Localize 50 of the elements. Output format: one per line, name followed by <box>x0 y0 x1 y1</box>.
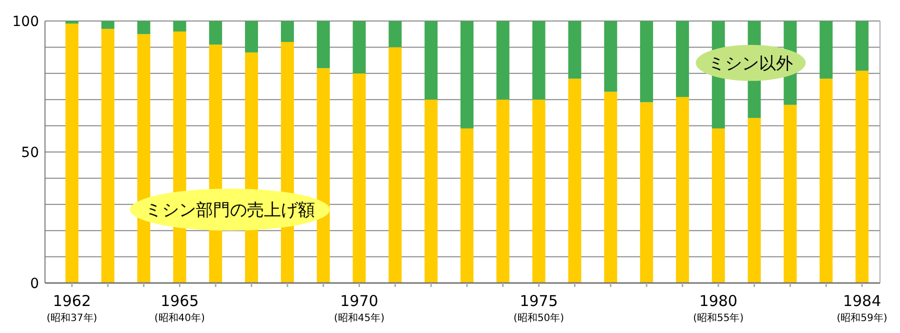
bar <box>712 128 725 283</box>
y-tick-label: 0 <box>30 276 39 292</box>
x-tick-label: 1965 (昭和40年) <box>154 292 206 324</box>
x-tick-label: 1962 (昭和37年) <box>46 292 98 324</box>
bar <box>101 28 114 283</box>
bar <box>820 21 833 79</box>
bar <box>280 21 294 42</box>
bar <box>532 100 546 283</box>
bar <box>137 34 150 283</box>
bar <box>65 21 78 24</box>
x-tick-label: 1970 (昭和45年) <box>334 292 385 324</box>
bar <box>460 21 474 128</box>
series-label: ミシン部門の売上げ額 <box>144 200 315 221</box>
x-tick-label: 1975 (昭和50年) <box>514 292 564 324</box>
bar <box>209 21 222 45</box>
bar <box>784 104 797 283</box>
bar <box>245 21 258 52</box>
bar <box>640 102 654 283</box>
x-tick-label: 1984 (昭和59年) <box>836 292 888 324</box>
bar <box>604 92 618 283</box>
bar <box>316 68 330 283</box>
bar <box>101 21 114 29</box>
series-label: ミシン以外 <box>708 54 794 74</box>
bar <box>676 96 689 283</box>
bar <box>604 21 618 92</box>
bar <box>568 21 582 79</box>
bar <box>496 21 510 100</box>
bar <box>856 70 869 283</box>
bar <box>424 21 438 100</box>
bar <box>388 21 402 48</box>
bar <box>173 21 186 32</box>
bar <box>676 21 689 97</box>
bar <box>640 21 654 102</box>
bar <box>137 21 150 34</box>
bar <box>496 100 510 283</box>
bar <box>568 78 582 283</box>
x-tick-label: 1980 (昭和55年) <box>693 292 744 324</box>
bar <box>352 21 366 74</box>
bar <box>424 100 438 283</box>
bar <box>748 118 761 283</box>
bar <box>856 21 869 71</box>
bar <box>820 78 833 283</box>
bar <box>316 21 330 68</box>
bar <box>532 21 546 100</box>
bar <box>65 24 78 283</box>
bar <box>460 128 474 283</box>
bar <box>388 47 402 283</box>
bar <box>352 73 366 283</box>
y-tick-label: 50 <box>21 145 39 161</box>
y-tick-label: 100 <box>12 14 39 30</box>
